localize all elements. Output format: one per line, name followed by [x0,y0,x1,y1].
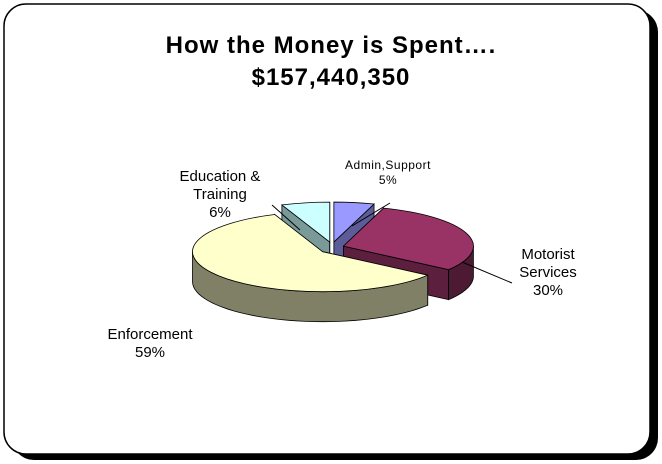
value-label: 6% [209,204,231,221]
slice-top [280,201,331,243]
chart-subtitle: $157,440,350 [251,64,411,91]
leader-line [351,202,391,227]
value-label: 30% [532,282,564,299]
slice-label: Enforcement 59% [85,326,215,362]
category-label: Motorist Services [519,246,577,281]
value-label: 59% [134,344,166,361]
category-label: Enforcement [107,326,193,343]
value-label: 5% [378,173,398,187]
pie-slice [192,213,429,323]
category-label: Admin,Support [345,158,431,172]
slice-label: Education & Training 6% [165,168,275,222]
leader-line [271,204,301,231]
slice-top [333,201,375,244]
leader-line [461,261,513,284]
pie [192,201,474,323]
slice-label: Admin,Support 5% [323,158,453,188]
category-label: Education & Training [179,168,261,203]
chart-title: How the Money is Spent…. [165,32,497,59]
slice-top [192,214,429,293]
slice-label: Motorist Services 30% [493,246,603,300]
